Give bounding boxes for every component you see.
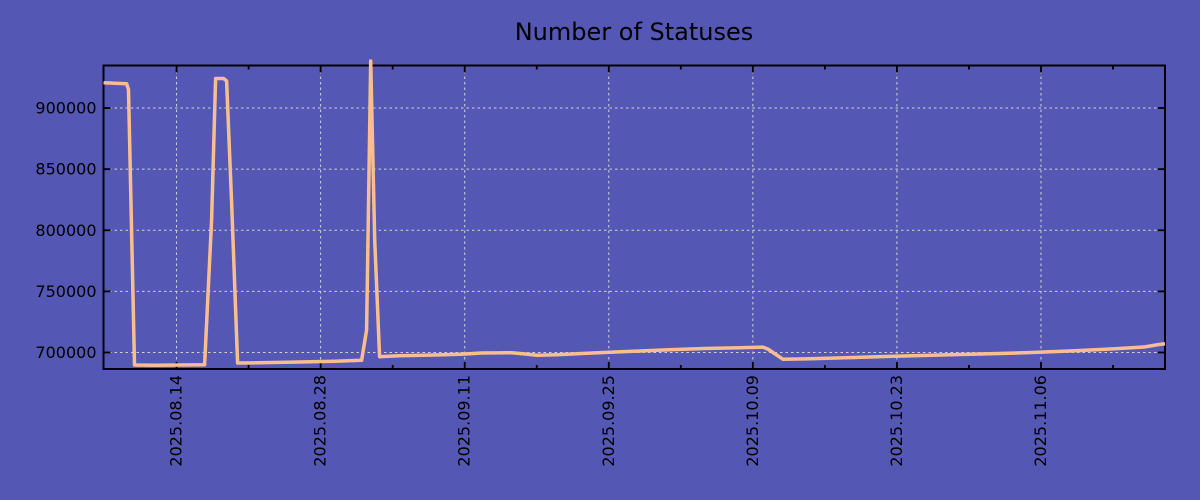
y-tick-label: 850000 bbox=[35, 160, 96, 179]
y-axis-labels: 900000 850000 800000 750000 700000 bbox=[35, 99, 96, 362]
series-group bbox=[103, 59, 1166, 367]
x-tick-label: 2025.11.06 bbox=[1031, 375, 1050, 467]
x-tick-label: 2025.08.14 bbox=[167, 375, 186, 467]
x-axis-labels: 2025.08.14 2025.08.28 2025.09.11 2025.09.25… bbox=[167, 375, 1050, 467]
x-tick-label: 2025.10.23 bbox=[887, 375, 906, 467]
x-tick-label: 2025.09.11 bbox=[455, 375, 474, 467]
x-tick-label: 2025.10.09 bbox=[743, 375, 762, 467]
x-tick-label: 2025.09.25 bbox=[599, 375, 618, 467]
y-tick-label: 750000 bbox=[35, 282, 96, 301]
y-tick-label: 800000 bbox=[35, 221, 96, 240]
plot-border bbox=[102, 64, 1166, 370]
chart-title: Number of Statuses bbox=[515, 18, 754, 46]
gridlines bbox=[103, 65, 1165, 369]
x-tick-label: 2025.08.28 bbox=[311, 375, 330, 467]
series-line bbox=[103, 59, 1166, 367]
y-tick-label: 900000 bbox=[35, 99, 96, 118]
y-tick-label: 700000 bbox=[35, 343, 96, 362]
